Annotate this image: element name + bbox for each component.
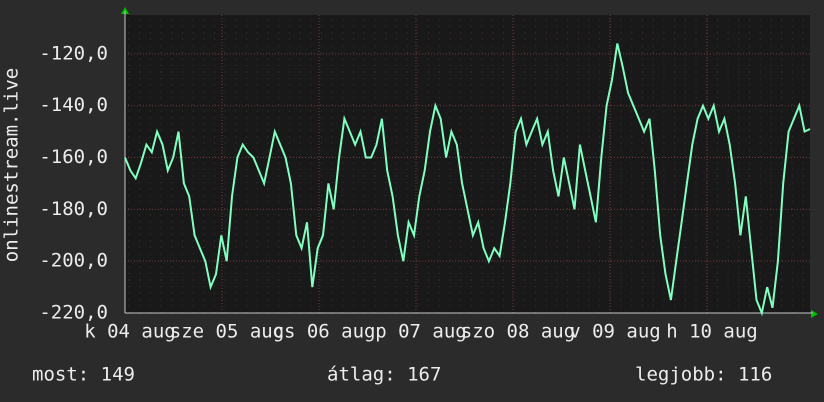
x-tick-label: p 07 aug (375, 321, 467, 343)
y-axis-label: onlinestream.live (1, 68, 23, 262)
y-tick-label: -140,0 (39, 94, 108, 116)
y-tick-label: -220,0 (39, 302, 108, 324)
y-tick-label: -160,0 (39, 146, 108, 168)
x-tick-label: v 09 aug (569, 321, 661, 343)
stat: átlag: 167 (327, 364, 441, 386)
axis-arrow (811, 310, 818, 318)
stat: legjobb: 116 (635, 364, 772, 386)
y-tick-label: -120,0 (39, 42, 108, 64)
x-tick-label: k 04 aug (84, 321, 176, 343)
x-tick-label: szo 08 aug (461, 321, 575, 343)
x-tick-label: sze 05 aug (170, 321, 284, 343)
data-line (124, 43, 811, 317)
x-tick-label: h 10 aug (666, 321, 758, 343)
y-tick-label: -200,0 (39, 250, 108, 272)
stat: most: 149 (32, 364, 135, 386)
x-tick-label: cs 06 aug (273, 321, 376, 343)
minor-grid (125, 15, 810, 313)
axis-arrow (121, 7, 129, 14)
y-tick-label: -180,0 (39, 198, 108, 220)
